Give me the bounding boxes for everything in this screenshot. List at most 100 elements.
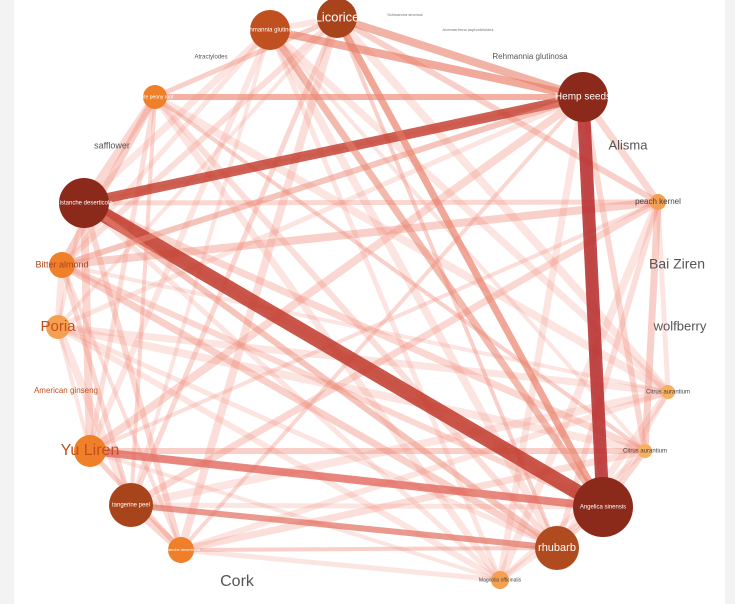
edge	[87, 93, 586, 455]
edge	[60, 264, 183, 551]
node-label: Yu Liren	[61, 442, 120, 459]
edge	[655, 201, 671, 393]
node-label: Bitter almond	[35, 259, 88, 269]
edge	[129, 198, 660, 509]
node-label: Cork	[220, 573, 255, 590]
edge	[153, 95, 647, 453]
node-label: Alisma	[608, 137, 648, 152]
node-label: Poria	[40, 318, 76, 335]
edge	[80, 196, 607, 514]
edge	[81, 202, 184, 551]
edge	[554, 389, 671, 551]
edge	[580, 96, 648, 452]
node	[317, 0, 357, 38]
edge	[82, 200, 559, 551]
node-label: tangerine peel	[112, 503, 150, 509]
edge	[89, 200, 659, 453]
edge	[89, 449, 501, 582]
edge	[154, 15, 338, 100]
edge	[266, 28, 561, 550]
edge	[334, 15, 671, 395]
edge	[335, 15, 660, 205]
node	[661, 385, 675, 399]
edge	[180, 389, 669, 553]
edge	[58, 95, 159, 267]
edges	[54, 14, 671, 583]
edge	[498, 449, 647, 582]
edge	[80, 202, 94, 452]
edge	[180, 546, 558, 552]
edge	[267, 27, 671, 395]
node	[250, 10, 290, 50]
node-label: Magnolia officinalis	[479, 577, 522, 583]
node-label: Rehmannia glutinosa	[492, 52, 568, 61]
edge	[54, 325, 135, 507]
edge	[61, 94, 584, 268]
edge	[56, 16, 339, 329]
edge	[576, 96, 610, 508]
edge	[179, 95, 585, 552]
node	[168, 537, 194, 563]
node-label: American ginseng	[34, 386, 98, 395]
left-margin	[0, 0, 14, 604]
node	[74, 435, 106, 467]
right-margin	[725, 0, 735, 604]
edge	[56, 324, 502, 583]
edge	[60, 28, 272, 267]
edge	[56, 326, 92, 452]
node-label: Angelica sinensis	[580, 505, 626, 511]
edge	[83, 199, 659, 206]
edge	[153, 93, 670, 396]
node-label: Citrus aurantium	[646, 390, 690, 396]
node	[573, 477, 633, 537]
edge	[87, 28, 273, 453]
node-label: Schisandra sinensis	[387, 12, 423, 17]
node	[49, 252, 75, 278]
edge	[267, 27, 606, 510]
node-label: safflower	[94, 140, 130, 150]
edge	[130, 502, 558, 551]
node-label: Licorice	[315, 9, 360, 24]
node	[59, 178, 109, 228]
edge	[129, 96, 157, 506]
edge	[335, 14, 585, 101]
node-label: Bai Ziren	[649, 256, 705, 272]
node	[109, 483, 153, 527]
node-label: wolfberry	[653, 318, 707, 333]
edge	[269, 26, 584, 101]
node	[143, 85, 167, 109]
node	[558, 72, 608, 122]
edge	[82, 201, 502, 582]
node-label: white peony root	[137, 94, 174, 100]
node-label: Cistanche deserticola	[162, 547, 201, 552]
edge	[56, 324, 559, 551]
node	[46, 315, 70, 339]
edge	[82, 92, 585, 208]
node	[491, 571, 509, 589]
edge	[180, 547, 501, 583]
node	[535, 526, 579, 570]
edge	[56, 94, 585, 330]
edge	[130, 502, 604, 510]
edge	[180, 447, 646, 554]
node	[650, 194, 666, 210]
edge	[60, 261, 559, 552]
node-label: Hemp seeds	[555, 92, 611, 103]
edge	[59, 264, 134, 506]
edge	[61, 263, 669, 394]
edge	[87, 96, 158, 452]
edge	[81, 27, 273, 206]
node-label: Rehmannia glutinosa	[242, 28, 299, 34]
node-label: Citrus aurantium	[623, 449, 667, 455]
node-label: Anemarrhena asphodeloides	[442, 27, 493, 32]
node-label: Atractylodes	[194, 55, 227, 61]
edge	[641, 201, 662, 452]
node-label: rhubarb	[538, 542, 576, 554]
edge	[89, 447, 604, 511]
node	[638, 444, 652, 458]
edge	[496, 200, 662, 582]
edge	[130, 388, 669, 509]
nodes: Rehmannia glutinosa Licorice Schisandra si…	[34, 0, 707, 590]
